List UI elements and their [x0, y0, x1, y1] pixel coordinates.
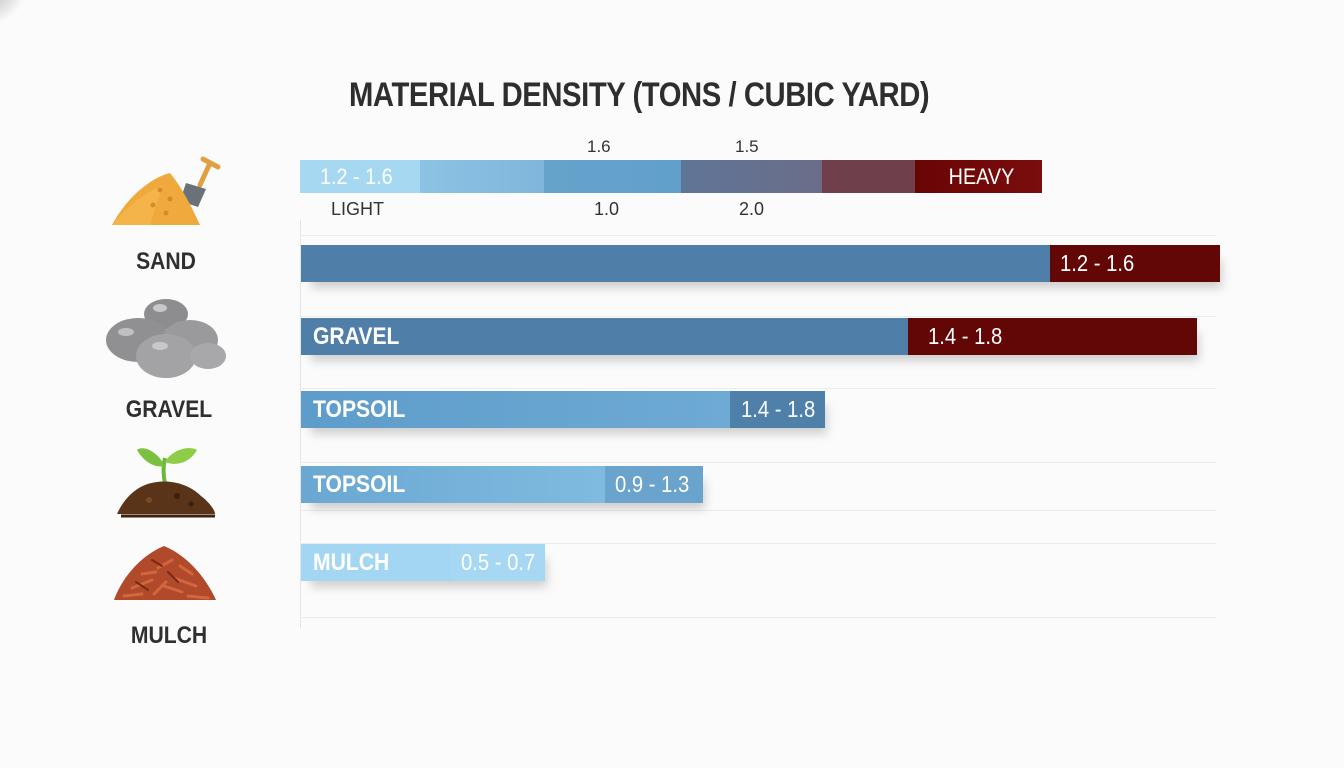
bar-range-value: 1.2 - 1.6: [1060, 250, 1135, 276]
bar-range-value: 1.4 - 1.8: [741, 396, 816, 422]
sand-pile-with-shovel-icon: [112, 156, 221, 225]
bar-main: GRAVEL: [301, 318, 908, 355]
soil-sprout-icon: [117, 448, 215, 518]
legend-tick-top-2: 1.5: [735, 137, 759, 156]
gridline: [300, 316, 1216, 317]
gridline: [300, 510, 1216, 511]
bar-label: TOPSOIL: [313, 395, 406, 423]
gridline: [300, 617, 1216, 618]
bar-range-value: 1.4 - 1.8: [928, 323, 1003, 349]
material-label-sand: SAND: [136, 248, 196, 275]
bar-range-value: 0.9 - 1.3: [615, 471, 690, 497]
bar-main: [301, 245, 1050, 282]
bar-main: TOPSOIL: [301, 391, 730, 428]
legend-segment-2: [420, 160, 544, 193]
material-label-gravel: GRAVEL: [125, 396, 213, 423]
bar-label: MULCH: [313, 548, 390, 576]
bar-gravel: GRAVEL 1.4 - 1.8: [301, 318, 1197, 355]
legend-tick-top-1: 1.6: [587, 137, 611, 156]
bar-topsoil-1: TOPSOIL 1.4 - 1.8: [301, 391, 825, 428]
bar-range: 1.2 - 1.6: [1050, 245, 1220, 282]
legend-tick-bottom-1: 1.0: [594, 199, 620, 219]
bar-label: TOPSOIL: [313, 470, 406, 498]
mulch-pile-icon: [114, 546, 216, 600]
gridline: [300, 543, 1216, 544]
legend-segment-3: [544, 160, 681, 193]
legend-heavy-label: HEAVY: [948, 163, 1015, 189]
bar-label: GRAVEL: [313, 322, 400, 350]
legend-tick-bottom-2: 2.0: [739, 199, 765, 219]
gridline: [300, 235, 1216, 236]
bar-range: 1.4 - 1.8: [908, 318, 1197, 355]
bar-main: TOPSOIL: [301, 466, 605, 503]
bar-range: 0.5 - 0.7: [451, 544, 545, 581]
y-axis-line: [300, 220, 301, 628]
gridline: [300, 462, 1216, 463]
legend-segment-5: [822, 160, 915, 193]
material-label-mulch: MULCH: [130, 622, 208, 649]
corner-shadow: [0, 0, 40, 30]
bar-range: 1.4 - 1.8: [730, 391, 825, 428]
legend-segment-1: 1.2 - 1.6: [300, 160, 420, 193]
legend-segment-heavy: HEAVY: [915, 160, 1042, 193]
chart-title: MATERIAL DENSITY (TONS / CUBIC YARD): [349, 76, 930, 114]
bar-mulch: MULCH 0.5 - 0.7: [301, 544, 545, 581]
bar-main: MULCH: [301, 544, 451, 581]
gridline: [300, 388, 1216, 389]
bar-topsoil-2: TOPSOIL 0.9 - 1.3: [301, 466, 703, 503]
bar-sand: 1.2 - 1.6: [301, 245, 1220, 282]
bar-range-value: 0.5 - 0.7: [461, 549, 536, 575]
legend-color-scale: 1.2 - 1.6 HEAVY: [300, 160, 1042, 193]
legend-segment-4: [681, 160, 822, 193]
bar-range: 0.9 - 1.3: [605, 466, 703, 503]
legend-segment-text: 1.2 - 1.6: [320, 163, 393, 189]
legend-light-label: LIGHT: [331, 199, 385, 219]
gravel-stones-icon: [106, 299, 226, 378]
